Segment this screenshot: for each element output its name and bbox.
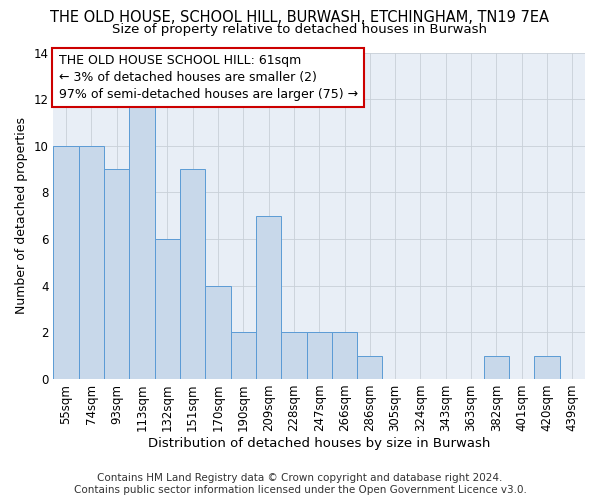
Bar	[155, 239, 180, 379]
Bar	[307, 332, 332, 379]
Text: Size of property relative to detached houses in Burwash: Size of property relative to detached ho…	[113, 22, 487, 36]
Bar	[180, 169, 205, 379]
Bar	[256, 216, 281, 379]
X-axis label: Distribution of detached houses by size in Burwash: Distribution of detached houses by size …	[148, 437, 490, 450]
Text: THE OLD HOUSE SCHOOL HILL: 61sqm
← 3% of detached houses are smaller (2)
97% of : THE OLD HOUSE SCHOOL HILL: 61sqm ← 3% of…	[59, 54, 358, 101]
Bar	[535, 356, 560, 379]
Bar	[79, 146, 104, 379]
Text: Contains HM Land Registry data © Crown copyright and database right 2024.
Contai: Contains HM Land Registry data © Crown c…	[74, 474, 526, 495]
Bar	[281, 332, 307, 379]
Bar	[130, 99, 155, 379]
Bar	[357, 356, 382, 379]
Bar	[53, 146, 79, 379]
Y-axis label: Number of detached properties: Number of detached properties	[15, 117, 28, 314]
Bar	[104, 169, 130, 379]
Bar	[484, 356, 509, 379]
Bar	[332, 332, 357, 379]
Bar	[230, 332, 256, 379]
Bar	[205, 286, 230, 379]
Text: THE OLD HOUSE, SCHOOL HILL, BURWASH, ETCHINGHAM, TN19 7EA: THE OLD HOUSE, SCHOOL HILL, BURWASH, ETC…	[50, 10, 550, 25]
